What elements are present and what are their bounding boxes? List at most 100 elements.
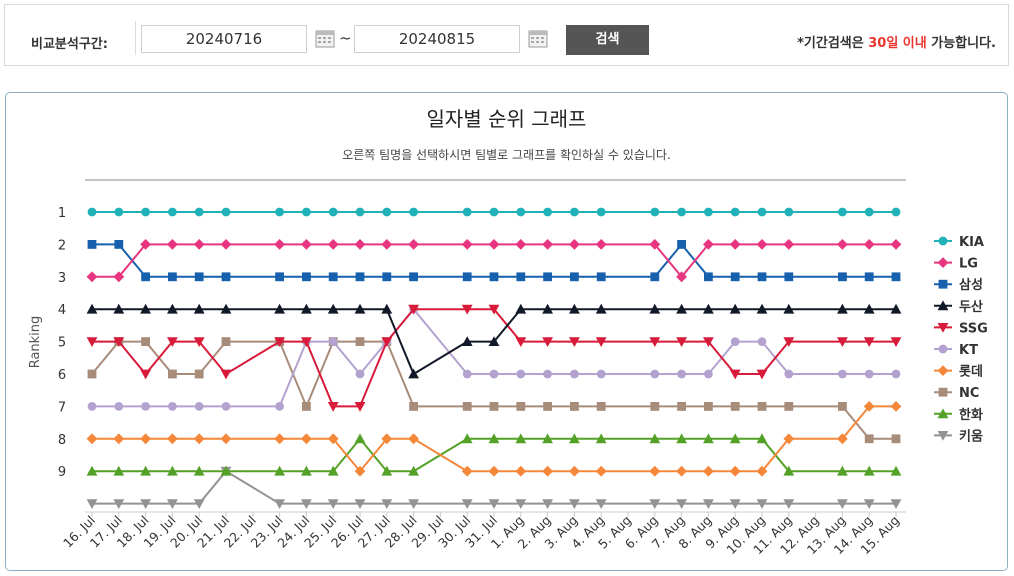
- data-point: [937, 408, 949, 419]
- data-point: [515, 239, 527, 250]
- note-suffix: 가능합니다.: [926, 36, 996, 51]
- end-date-input[interactable]: 20240815: [354, 25, 520, 53]
- data-point: [890, 337, 902, 347]
- data-point: [113, 433, 125, 445]
- series-line: [91, 340, 896, 440]
- data-point: [838, 272, 847, 282]
- legend-item[interactable]: 키움: [959, 428, 983, 444]
- data-point: [141, 272, 150, 282]
- search-button[interactable]: 검색: [566, 25, 649, 55]
- data-point: [542, 239, 553, 250]
- data-point: [864, 369, 874, 379]
- data-point: [730, 207, 740, 217]
- data-point: [891, 369, 901, 379]
- data-point: [86, 465, 98, 476]
- data-point: [595, 303, 607, 314]
- data-point: [167, 465, 178, 476]
- data-point: [488, 239, 500, 250]
- legend-item[interactable]: SSG: [959, 321, 988, 336]
- data-point: [937, 323, 949, 333]
- data-point: [676, 433, 687, 444]
- legend-item[interactable]: LG: [959, 257, 978, 272]
- data-point: [409, 272, 418, 282]
- data-point: [354, 433, 366, 444]
- data-point: [938, 387, 948, 397]
- data-point: [542, 337, 553, 347]
- note-highlight: 30일 이내: [868, 36, 927, 51]
- data-point: [408, 499, 419, 509]
- data-point: [462, 402, 472, 411]
- data-point: [461, 336, 473, 346]
- data-point: [863, 337, 875, 347]
- data-point: [650, 272, 660, 282]
- data-point: [757, 337, 767, 346]
- data-point: [301, 303, 312, 314]
- data-point: [381, 303, 393, 314]
- data-point: [409, 207, 418, 217]
- y-tick-label: 7: [58, 400, 66, 415]
- period-label: 비교분석구간:: [31, 37, 108, 52]
- data-point: [408, 239, 419, 250]
- data-point: [355, 272, 365, 282]
- data-point: [543, 402, 552, 411]
- start-date-input[interactable]: 20240716: [141, 25, 307, 53]
- legend-item[interactable]: KIA: [959, 235, 984, 250]
- legend-item[interactable]: 삼성: [959, 277, 983, 293]
- legend-item[interactable]: KT: [959, 343, 978, 358]
- data-point: [355, 207, 365, 217]
- data-point: [381, 337, 393, 347]
- data-point: [489, 369, 499, 379]
- data-point: [193, 239, 205, 250]
- data-point: [704, 402, 713, 411]
- data-point: [194, 207, 204, 217]
- data-point: [937, 365, 949, 376]
- data-point: [462, 207, 472, 217]
- data-point: [543, 207, 552, 217]
- data-point: [677, 207, 686, 217]
- data-point: [729, 303, 741, 314]
- data-point: [194, 272, 204, 282]
- data-point: [516, 207, 526, 217]
- data-point: [194, 402, 204, 411]
- data-point: [327, 239, 339, 250]
- data-point: [650, 369, 660, 379]
- legend-item[interactable]: 한화: [959, 407, 983, 423]
- data-point: [302, 402, 311, 411]
- data-point: [140, 239, 151, 250]
- data-point: [221, 207, 231, 217]
- data-point: [327, 303, 339, 314]
- data-point: [649, 239, 661, 250]
- data-point: [301, 337, 312, 347]
- chart-title: 일자별 순위 그래프: [426, 107, 587, 131]
- data-point: [516, 402, 526, 411]
- data-point: [937, 431, 949, 441]
- data-point: [542, 465, 553, 477]
- data-point: [838, 207, 847, 217]
- data-point: [274, 239, 285, 250]
- legend-item[interactable]: NC: [959, 386, 979, 401]
- legend-item[interactable]: 두산: [959, 299, 983, 315]
- data-point: [837, 337, 848, 347]
- data-point: [569, 465, 580, 477]
- calendar-icon[interactable]: [315, 28, 335, 48]
- calendar-icon[interactable]: [528, 28, 548, 48]
- data-point: [408, 368, 419, 379]
- data-point: [784, 402, 794, 411]
- data-point: [676, 271, 687, 283]
- data-point: [838, 402, 847, 411]
- data-point: [301, 465, 312, 476]
- legend-item[interactable]: 롯데: [959, 365, 983, 380]
- data-point: [515, 499, 527, 509]
- data-point: [354, 303, 366, 314]
- y-axis-label: Ranking: [28, 316, 43, 369]
- data-point: [408, 465, 419, 476]
- data-point: [516, 272, 526, 282]
- data-point: [703, 465, 714, 477]
- data-point: [515, 433, 527, 444]
- data-point: [595, 337, 607, 347]
- data-point: [462, 369, 472, 379]
- data-point: [86, 337, 98, 347]
- data-point: [542, 303, 553, 314]
- y-tick-label: 9: [58, 465, 66, 480]
